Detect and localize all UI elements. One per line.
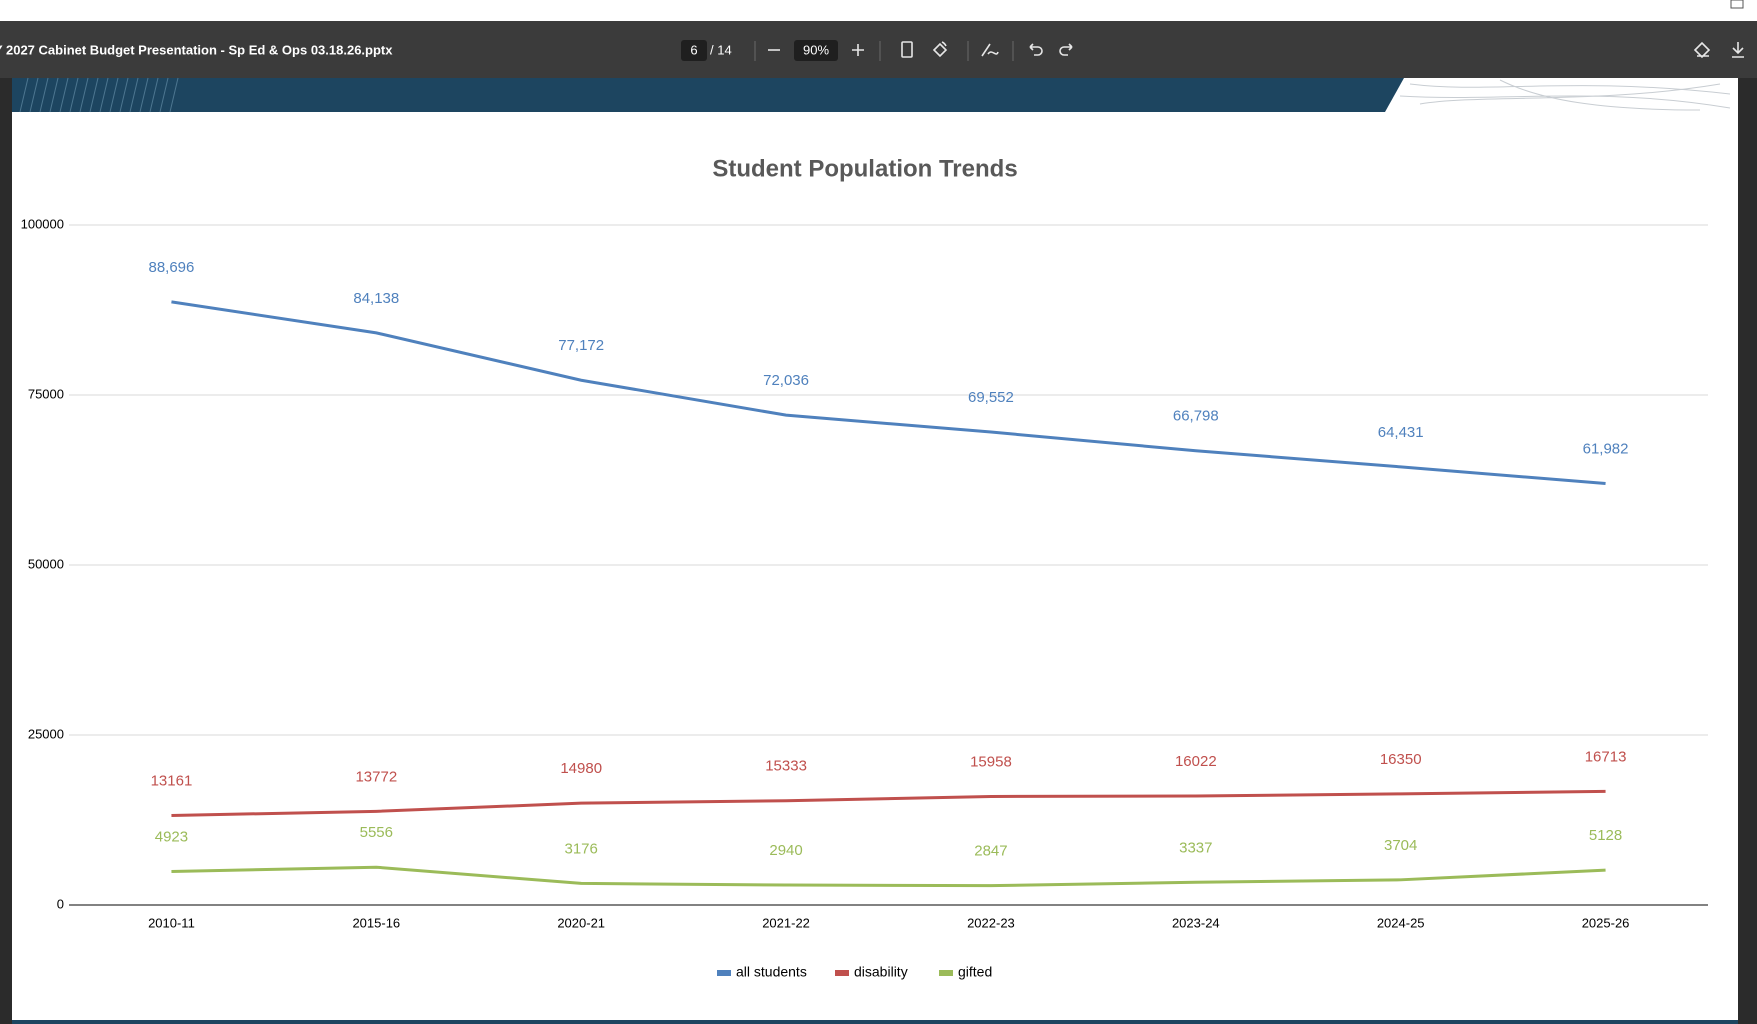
fit-page[interactable] bbox=[901, 41, 913, 58]
data-label: 5128 bbox=[1589, 827, 1622, 844]
legend-swatch bbox=[835, 970, 849, 976]
toolbar bbox=[0, 21, 1757, 78]
data-label: 61,982 bbox=[1583, 440, 1629, 457]
chart-title: Student Population Trends bbox=[712, 155, 1017, 182]
data-label: 72,036 bbox=[763, 372, 809, 389]
y-tick-label: 50000 bbox=[28, 556, 64, 571]
data-label: 2940 bbox=[769, 842, 802, 859]
banner-lines bbox=[1399, 79, 1731, 111]
window-top bbox=[0, 0, 1757, 21]
x-tick-label: 2022-23 bbox=[967, 915, 1015, 930]
data-label: 2847 bbox=[974, 843, 1007, 860]
series-line bbox=[171, 865, 1606, 888]
rotate[interactable] bbox=[932, 41, 948, 58]
y-tick-label: 100000 bbox=[21, 216, 64, 231]
y-tick-label: 75000 bbox=[28, 386, 64, 401]
data-label: 5556 bbox=[360, 824, 393, 841]
data-label: 66,798 bbox=[1173, 408, 1219, 425]
window-button[interactable] bbox=[1730, 0, 1744, 9]
data-label: 88,696 bbox=[148, 259, 194, 276]
data-label: 16350 bbox=[1380, 751, 1422, 768]
x-tick-label: 2025-26 bbox=[1582, 915, 1630, 930]
page-total: / 14 bbox=[710, 42, 732, 57]
data-label: 3704 bbox=[1384, 837, 1417, 854]
x-tick-label: 2015-16 bbox=[352, 915, 400, 930]
zoom-input[interactable] bbox=[794, 40, 838, 61]
page-input[interactable] bbox=[681, 40, 707, 61]
data-label: 3176 bbox=[565, 840, 598, 857]
data-label: 84,138 bbox=[353, 290, 399, 307]
legend-label: gifted bbox=[958, 964, 992, 980]
data-label: 69,552 bbox=[968, 389, 1014, 406]
data-label: 14980 bbox=[560, 760, 602, 777]
data-label: 64,431 bbox=[1378, 424, 1424, 441]
legend-swatch bbox=[717, 970, 731, 976]
slide-edge bbox=[12, 1020, 1738, 1024]
series-line bbox=[171, 789, 1606, 818]
x-tick-label: 2021-22 bbox=[762, 915, 810, 930]
slide-banner bbox=[12, 78, 1404, 112]
series-line bbox=[171, 300, 1606, 486]
y-tick-label: 25000 bbox=[28, 726, 64, 741]
draw[interactable] bbox=[981, 43, 999, 57]
x-tick-label: 2010-11 bbox=[148, 915, 195, 930]
x-tick-label: 2020-21 bbox=[557, 915, 605, 930]
zoom-in[interactable] bbox=[852, 44, 864, 56]
data-label: 16713 bbox=[1585, 748, 1627, 765]
legend-label: all students bbox=[736, 964, 807, 980]
data-label: 16022 bbox=[1175, 753, 1217, 770]
data-label: 15333 bbox=[765, 758, 807, 775]
data-label: 13161 bbox=[151, 772, 193, 789]
data-label: 77,172 bbox=[558, 337, 604, 354]
drive[interactable] bbox=[1693, 41, 1711, 59]
slide bbox=[12, 78, 1738, 1024]
y-tick-label: 0 bbox=[57, 896, 64, 911]
x-tick-label: 2024-25 bbox=[1377, 915, 1425, 930]
undo[interactable] bbox=[1029, 43, 1043, 56]
zoom-level: 90% bbox=[803, 42, 829, 57]
download[interactable] bbox=[1732, 42, 1744, 58]
legend-label: disability bbox=[854, 964, 908, 980]
banner-pattern bbox=[19, 77, 179, 113]
data-label: 4923 bbox=[155, 828, 188, 845]
data-label: 13772 bbox=[355, 768, 397, 785]
page-number: 6 bbox=[690, 42, 697, 57]
legend-swatch bbox=[939, 970, 953, 976]
redo[interactable] bbox=[1059, 43, 1073, 56]
data-label: 15958 bbox=[970, 753, 1012, 770]
data-label: 3337 bbox=[1179, 839, 1212, 856]
x-tick-label: 2023-24 bbox=[1172, 915, 1220, 930]
file-name: FY 2027 Cabinet Budget Presentation - Sp… bbox=[0, 42, 393, 57]
